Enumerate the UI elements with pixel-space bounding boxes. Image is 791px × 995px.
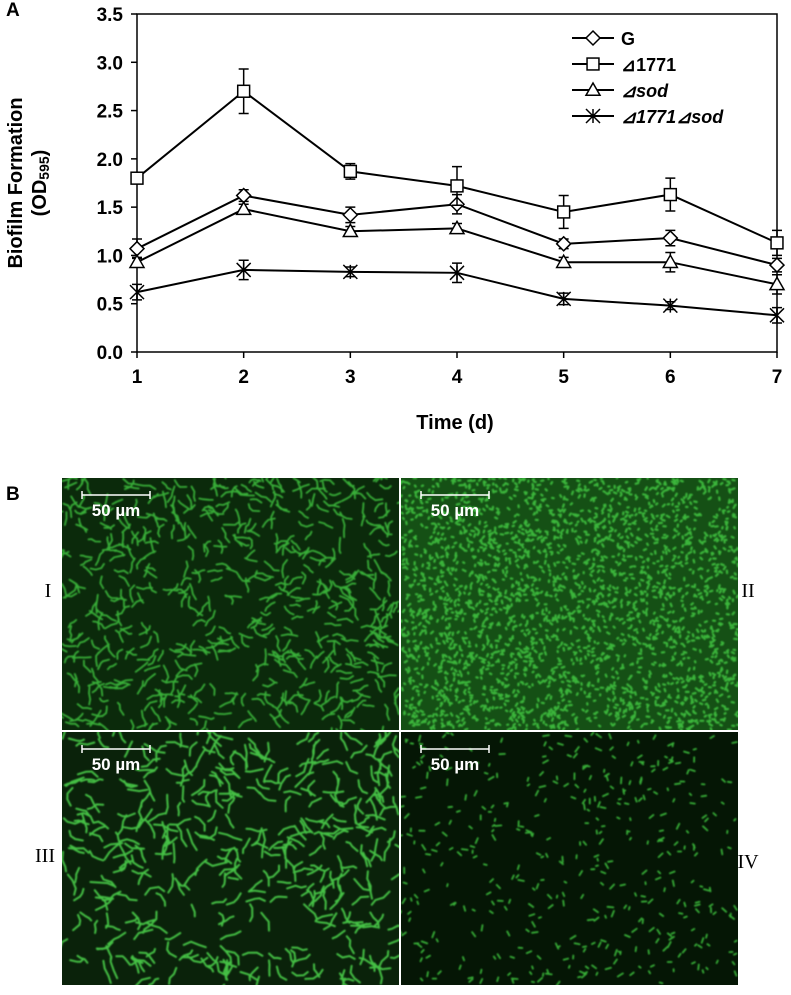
- point: [128, 253, 146, 269]
- y-unit-part: ): [29, 150, 51, 157]
- legend-marker: [585, 108, 601, 124]
- y-tick-label: 1.5: [97, 198, 124, 219]
- point: [236, 84, 251, 98]
- point: [342, 264, 358, 280]
- scale-bar: [420, 491, 490, 499]
- point: [662, 298, 678, 314]
- legend-marker: [586, 57, 600, 71]
- point: [555, 235, 572, 252]
- point: [343, 164, 358, 179]
- x-tick-label: 5: [558, 367, 569, 388]
- scale-bar-label: 50 µm: [92, 755, 141, 774]
- point: [236, 262, 252, 278]
- point: [555, 253, 572, 269]
- x-tick-label: 4: [452, 367, 463, 388]
- y-tick-label: 3.0: [97, 53, 123, 74]
- point: [556, 205, 571, 219]
- y-tick-label: 0.0: [97, 343, 123, 364]
- point: [129, 284, 145, 300]
- point: [342, 206, 359, 223]
- y-tick-label: 2.5: [97, 102, 124, 123]
- point: [769, 307, 785, 323]
- image-label: III: [35, 845, 55, 867]
- y-tick-label: 3.5: [97, 5, 124, 26]
- cells: [62, 478, 399, 730]
- point: [235, 187, 252, 204]
- point: [556, 291, 572, 307]
- micrograph-bg: [401, 732, 738, 985]
- point: [342, 222, 359, 238]
- scale-bar: [420, 745, 490, 753]
- panel-label: B: [6, 484, 20, 505]
- panel-label: A: [6, 0, 20, 21]
- x-tick-label: 1: [132, 367, 143, 388]
- x-axis-title: Time (d): [416, 412, 493, 434]
- micrograph: [62, 732, 399, 985]
- cells: [62, 732, 399, 985]
- y-unit-part: (OD: [29, 180, 51, 217]
- point: [663, 187, 678, 202]
- point: [130, 171, 144, 185]
- point: [662, 253, 679, 269]
- scale-bar: [81, 745, 151, 753]
- point: [770, 236, 784, 250]
- micrograph: [62, 478, 399, 730]
- x-tick-label: 3: [345, 367, 356, 388]
- legend-label: ⊿sod: [621, 81, 669, 101]
- y-tick-label: 0.5: [97, 295, 124, 316]
- micrograph: [401, 732, 738, 985]
- point: [768, 275, 786, 291]
- y-axis-unit: (OD595): [29, 150, 52, 217]
- micrographs: 50 µm I 50 µm II 50 µm III 50 µm IV: [35, 478, 759, 985]
- y-unit-sub: 595: [36, 156, 52, 180]
- chart: 0.00.51.01.52.02.53.03.51 2 3 4 5 6 7G⊿1771⊿so…: [97, 5, 786, 388]
- x-tick-label: 2: [238, 367, 249, 388]
- point: [450, 179, 464, 193]
- legend-label: G: [621, 29, 635, 49]
- legend-marker: [584, 29, 602, 47]
- scale-bar-label: 50 µm: [431, 501, 480, 520]
- y-axis-title: Biofilm Formation: [5, 97, 27, 268]
- point: [235, 200, 252, 216]
- x-tick-label: 7: [772, 367, 783, 388]
- x-tick-label: 6: [665, 367, 676, 388]
- y-tick-label: 2.0: [97, 150, 123, 171]
- scale-bar-label: 50 µm: [431, 755, 480, 774]
- legend-label: ⊿1771⊿sod: [621, 107, 724, 127]
- image-label: I: [45, 580, 52, 602]
- legend-marker: [584, 81, 602, 96]
- y-tick-label: 1.0: [97, 246, 123, 267]
- point: [128, 240, 146, 257]
- image-label: II: [741, 580, 754, 602]
- scale-bar: [81, 491, 151, 499]
- point: [662, 229, 679, 247]
- point: [449, 265, 465, 281]
- legend-label: ⊿1771: [621, 55, 676, 75]
- scale-bar-label: 50 µm: [92, 501, 141, 520]
- cells: [401, 732, 738, 985]
- point: [448, 219, 466, 235]
- cells: [401, 478, 738, 730]
- image-label: IV: [737, 851, 759, 873]
- micrograph: [401, 478, 738, 730]
- point: [768, 257, 786, 274]
